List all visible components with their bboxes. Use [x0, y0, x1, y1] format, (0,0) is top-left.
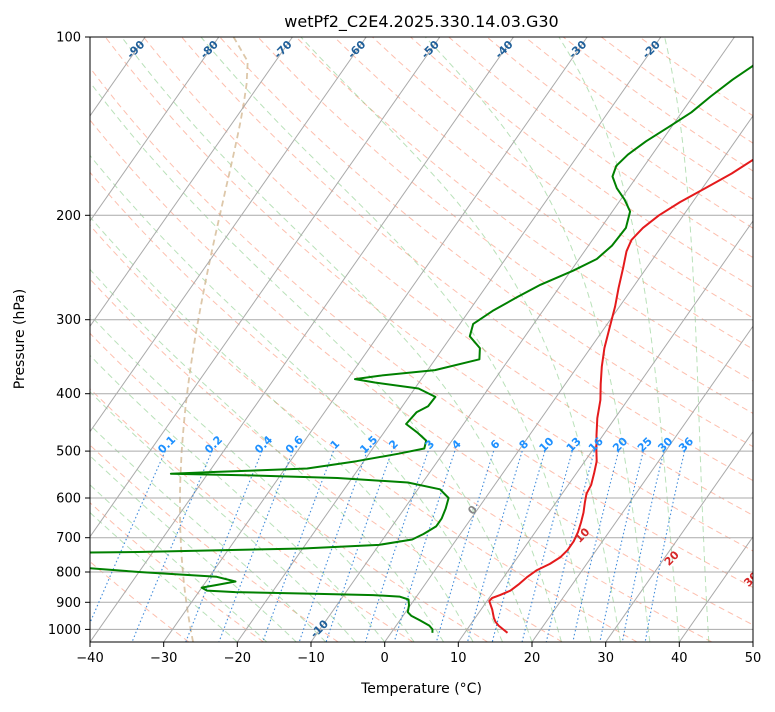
- y-tick-label: 800: [56, 566, 81, 581]
- y-tick-label: 900: [56, 596, 81, 611]
- x-tick-label: 0: [381, 651, 389, 666]
- y-tick-label: 500: [56, 445, 81, 460]
- y-tick-label: 400: [56, 387, 81, 402]
- x-tick-label: 40: [671, 651, 688, 666]
- x-tick-label: 30: [597, 651, 614, 666]
- y-axis-label: Pressure (hPa): [12, 289, 28, 389]
- x-tick-label: −30: [150, 651, 177, 666]
- y-tick-label: 200: [56, 209, 81, 224]
- x-tick-label: 20: [524, 651, 541, 666]
- x-tick-label: 50: [745, 651, 762, 666]
- x-tick-label: −40: [76, 651, 103, 666]
- y-tick-label: 100: [56, 31, 81, 46]
- y-tick-label: 700: [56, 531, 81, 546]
- x-axis-label: Temperature (°C): [360, 681, 482, 697]
- y-tick-label: 600: [56, 492, 81, 507]
- x-tick-label: −10: [297, 651, 324, 666]
- y-tick-label: 1000: [48, 623, 81, 638]
- chart-title: wetPf2_C2E4.2025.330.14.03.G30: [284, 12, 558, 32]
- x-tick-label: −20: [224, 651, 251, 666]
- y-tick-label: 300: [56, 313, 81, 328]
- x-tick-label: 10: [450, 651, 467, 666]
